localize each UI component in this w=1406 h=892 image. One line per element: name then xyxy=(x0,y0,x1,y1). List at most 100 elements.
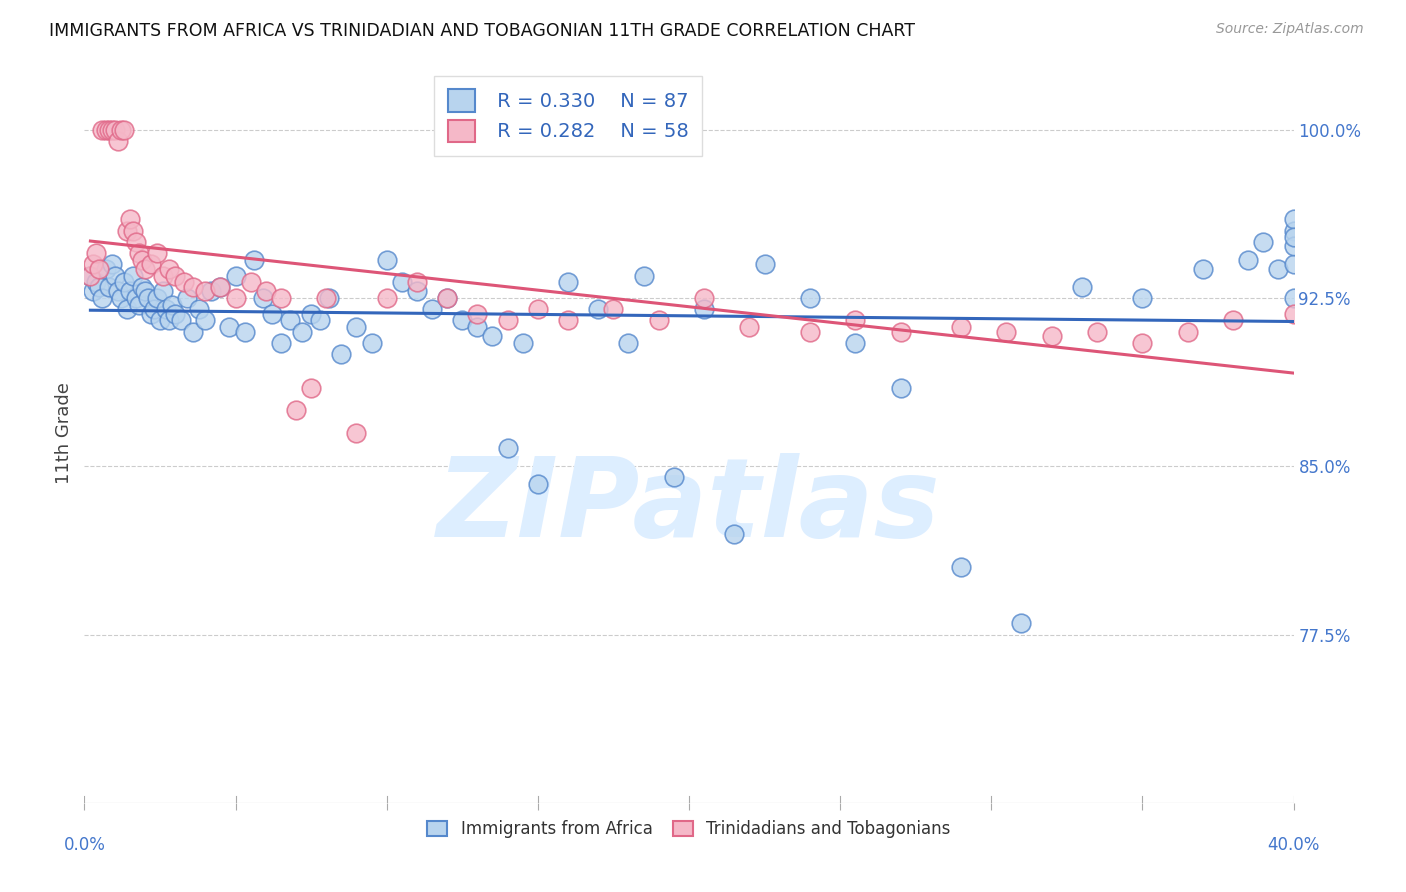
Point xyxy=(110,291,132,305)
Point xyxy=(406,275,429,289)
Point xyxy=(146,291,169,305)
Point xyxy=(406,285,429,299)
Point xyxy=(194,285,217,299)
Point xyxy=(181,280,204,294)
Point xyxy=(100,257,122,271)
Point xyxy=(693,291,716,305)
Point xyxy=(149,313,172,327)
Point xyxy=(346,320,368,334)
Point xyxy=(152,268,174,283)
Point xyxy=(131,252,153,267)
Point xyxy=(173,275,195,289)
Point xyxy=(139,257,162,271)
Point xyxy=(146,246,169,260)
Point xyxy=(188,302,211,317)
Text: IMMIGRANTS FROM AFRICA VS TRINIDADIAN AND TOBAGONIAN 11TH GRADE CORRELATION CHAR: IMMIGRANTS FROM AFRICA VS TRINIDADIAN AN… xyxy=(49,22,915,40)
Point xyxy=(100,122,122,136)
Point xyxy=(467,307,489,321)
Point xyxy=(844,313,866,327)
Point xyxy=(1177,325,1199,339)
Point xyxy=(107,285,129,299)
Point xyxy=(1282,224,1305,238)
Point xyxy=(375,252,398,267)
Point xyxy=(1282,230,1305,244)
Point xyxy=(1237,252,1260,267)
Point xyxy=(588,302,610,317)
Point xyxy=(1222,313,1244,327)
Legend: Immigrants from Africa, Trinidadians and Tobagonians: Immigrants from Africa, Trinidadians and… xyxy=(419,812,959,847)
Point xyxy=(420,302,443,317)
Point xyxy=(260,307,283,321)
Point xyxy=(128,298,150,312)
Point xyxy=(242,252,264,267)
Point xyxy=(97,280,120,294)
Point xyxy=(738,320,761,334)
Point xyxy=(165,268,187,283)
Point xyxy=(315,291,337,305)
Point xyxy=(451,313,474,327)
Point xyxy=(97,122,120,136)
Point xyxy=(890,381,912,395)
Point xyxy=(346,425,368,440)
Point xyxy=(1282,291,1305,305)
Point xyxy=(125,291,148,305)
Point xyxy=(79,268,101,283)
Point xyxy=(110,122,132,136)
Point xyxy=(1132,335,1154,350)
Y-axis label: 11th Grade: 11th Grade xyxy=(55,382,73,483)
Point xyxy=(1192,261,1215,276)
Point xyxy=(209,280,232,294)
Point xyxy=(82,257,104,271)
Point xyxy=(157,261,180,276)
Point xyxy=(799,325,821,339)
Point xyxy=(330,347,353,361)
Point xyxy=(662,470,685,484)
Point xyxy=(633,268,655,283)
Point xyxy=(1282,239,1305,253)
Point xyxy=(239,275,262,289)
Point xyxy=(995,325,1018,339)
Text: ZIPatlas: ZIPatlas xyxy=(437,453,941,560)
Point xyxy=(104,122,127,136)
Point xyxy=(86,246,108,260)
Point xyxy=(125,235,148,249)
Point xyxy=(1011,616,1033,631)
Point xyxy=(89,261,111,276)
Point xyxy=(176,291,198,305)
Text: Source: ZipAtlas.com: Source: ZipAtlas.com xyxy=(1216,22,1364,37)
Point xyxy=(375,291,398,305)
Point xyxy=(181,325,204,339)
Point xyxy=(118,212,141,227)
Point xyxy=(142,302,165,317)
Point xyxy=(557,313,579,327)
Point xyxy=(950,320,973,334)
Point xyxy=(94,261,117,276)
Point xyxy=(254,285,277,299)
Point xyxy=(1267,261,1289,276)
Point xyxy=(648,313,671,327)
Point xyxy=(121,224,143,238)
Point xyxy=(436,291,458,305)
Point xyxy=(225,268,247,283)
Point xyxy=(527,477,550,491)
Point xyxy=(233,325,256,339)
Point xyxy=(1282,307,1305,321)
Point xyxy=(496,442,519,456)
Point xyxy=(723,526,745,541)
Point xyxy=(139,307,162,321)
Point xyxy=(118,285,141,299)
Point xyxy=(309,313,332,327)
Point xyxy=(104,268,127,283)
Point xyxy=(112,275,135,289)
Point xyxy=(91,122,114,136)
Point xyxy=(218,320,240,334)
Point xyxy=(107,134,129,148)
Point xyxy=(527,302,550,317)
Point xyxy=(1040,329,1063,343)
Point xyxy=(94,122,117,136)
Point xyxy=(496,313,519,327)
Point xyxy=(157,313,180,327)
Point xyxy=(754,257,776,271)
Point xyxy=(1282,257,1305,271)
Point xyxy=(252,291,274,305)
